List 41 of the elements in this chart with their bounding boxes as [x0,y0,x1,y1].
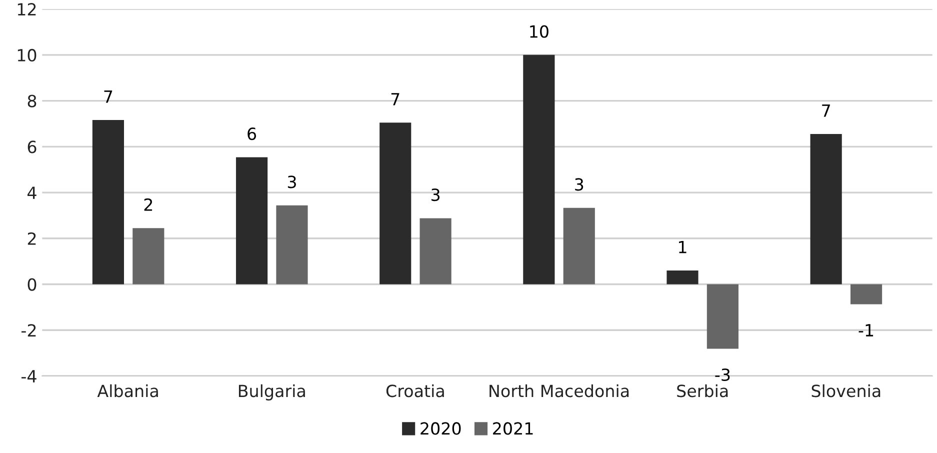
data-label: 6 [248,127,256,140]
y-tick-label: 8 [28,94,36,108]
y-tick-label: 4 [28,186,36,199]
bar [380,122,412,284]
y-tick-label: 0 [28,278,36,291]
y-tick-label: 12 [18,3,36,16]
data-label: 7 [822,104,830,117]
bar [706,284,738,349]
data-label: 7 [391,93,400,106]
data-label: 7 [104,90,112,103]
y-tick-label: 10 [18,48,36,62]
bar [850,284,882,304]
bar [132,228,164,284]
x-tick-label: Albania [97,384,158,398]
y-tick-label: -4 [22,370,36,382]
bar [236,157,268,284]
data-label: 1 [679,240,686,254]
data-label: 3 [575,178,584,191]
legend-label: 2020 [420,422,461,435]
x-tick-label: Bulgaria [238,384,305,400]
bar [92,120,124,284]
bar [810,134,842,284]
data-label: -3 [715,368,730,382]
bar [523,54,555,284]
data-label: 2 [144,198,152,211]
bar [563,208,595,284]
data-label: 3 [288,176,296,188]
bar [666,270,698,284]
x-tick-label: Croatia [386,384,444,398]
legend-label: 2021 [493,422,533,435]
data-label: -1 [858,324,874,336]
x-tick-label: Serbia [677,384,728,398]
y-tick-label: 6 [28,140,36,154]
bar [276,205,308,284]
y-tick-label: 2 [28,232,36,245]
bar [420,218,452,284]
y-tick-label: -2 [22,324,36,336]
data-label: 10 [530,25,548,38]
x-tick-label: Slovenia [812,384,880,398]
data-label: 3 [432,188,440,202]
x-tick-label: North Macedonia [490,384,629,398]
